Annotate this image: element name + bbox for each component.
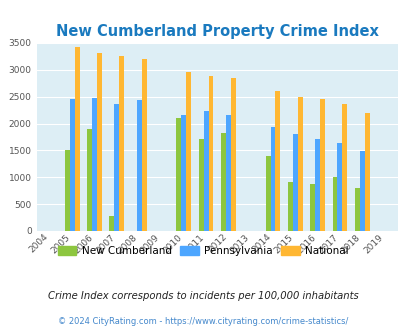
Bar <box>65 150 70 231</box>
Bar <box>287 182 292 231</box>
Bar <box>136 100 141 231</box>
Bar <box>198 139 203 231</box>
Bar <box>364 113 369 231</box>
Text: © 2024 CityRating.com - https://www.cityrating.com/crime-statistics/: © 2024 CityRating.com - https://www.city… <box>58 317 347 326</box>
Bar <box>141 59 146 231</box>
Bar <box>230 78 235 231</box>
Bar <box>92 98 97 231</box>
Bar <box>337 143 341 231</box>
Bar <box>314 139 319 231</box>
Bar <box>225 115 230 231</box>
Bar <box>220 133 225 231</box>
Legend: New Cumberland, Pennsylvania, National: New Cumberland, Pennsylvania, National <box>53 242 352 260</box>
Bar <box>70 99 75 231</box>
Bar <box>87 129 92 231</box>
Bar <box>275 91 279 231</box>
Bar <box>359 151 364 231</box>
Bar <box>354 188 359 231</box>
Bar <box>109 216 114 231</box>
Bar <box>75 47 79 231</box>
Bar <box>292 134 297 231</box>
Bar <box>176 118 181 231</box>
Title: New Cumberland Property Crime Index: New Cumberland Property Crime Index <box>55 24 378 39</box>
Bar <box>203 111 208 231</box>
Bar <box>297 97 302 231</box>
Bar <box>208 76 213 231</box>
Bar <box>97 52 102 231</box>
Text: Crime Index corresponds to incidents per 100,000 inhabitants: Crime Index corresponds to incidents per… <box>47 291 358 301</box>
Bar <box>114 104 119 231</box>
Bar <box>332 177 337 231</box>
Bar <box>341 104 346 231</box>
Bar <box>319 99 324 231</box>
Bar <box>265 156 270 231</box>
Bar <box>309 184 314 231</box>
Bar <box>181 115 186 231</box>
Bar <box>270 127 275 231</box>
Bar <box>119 56 124 231</box>
Bar <box>186 72 191 231</box>
